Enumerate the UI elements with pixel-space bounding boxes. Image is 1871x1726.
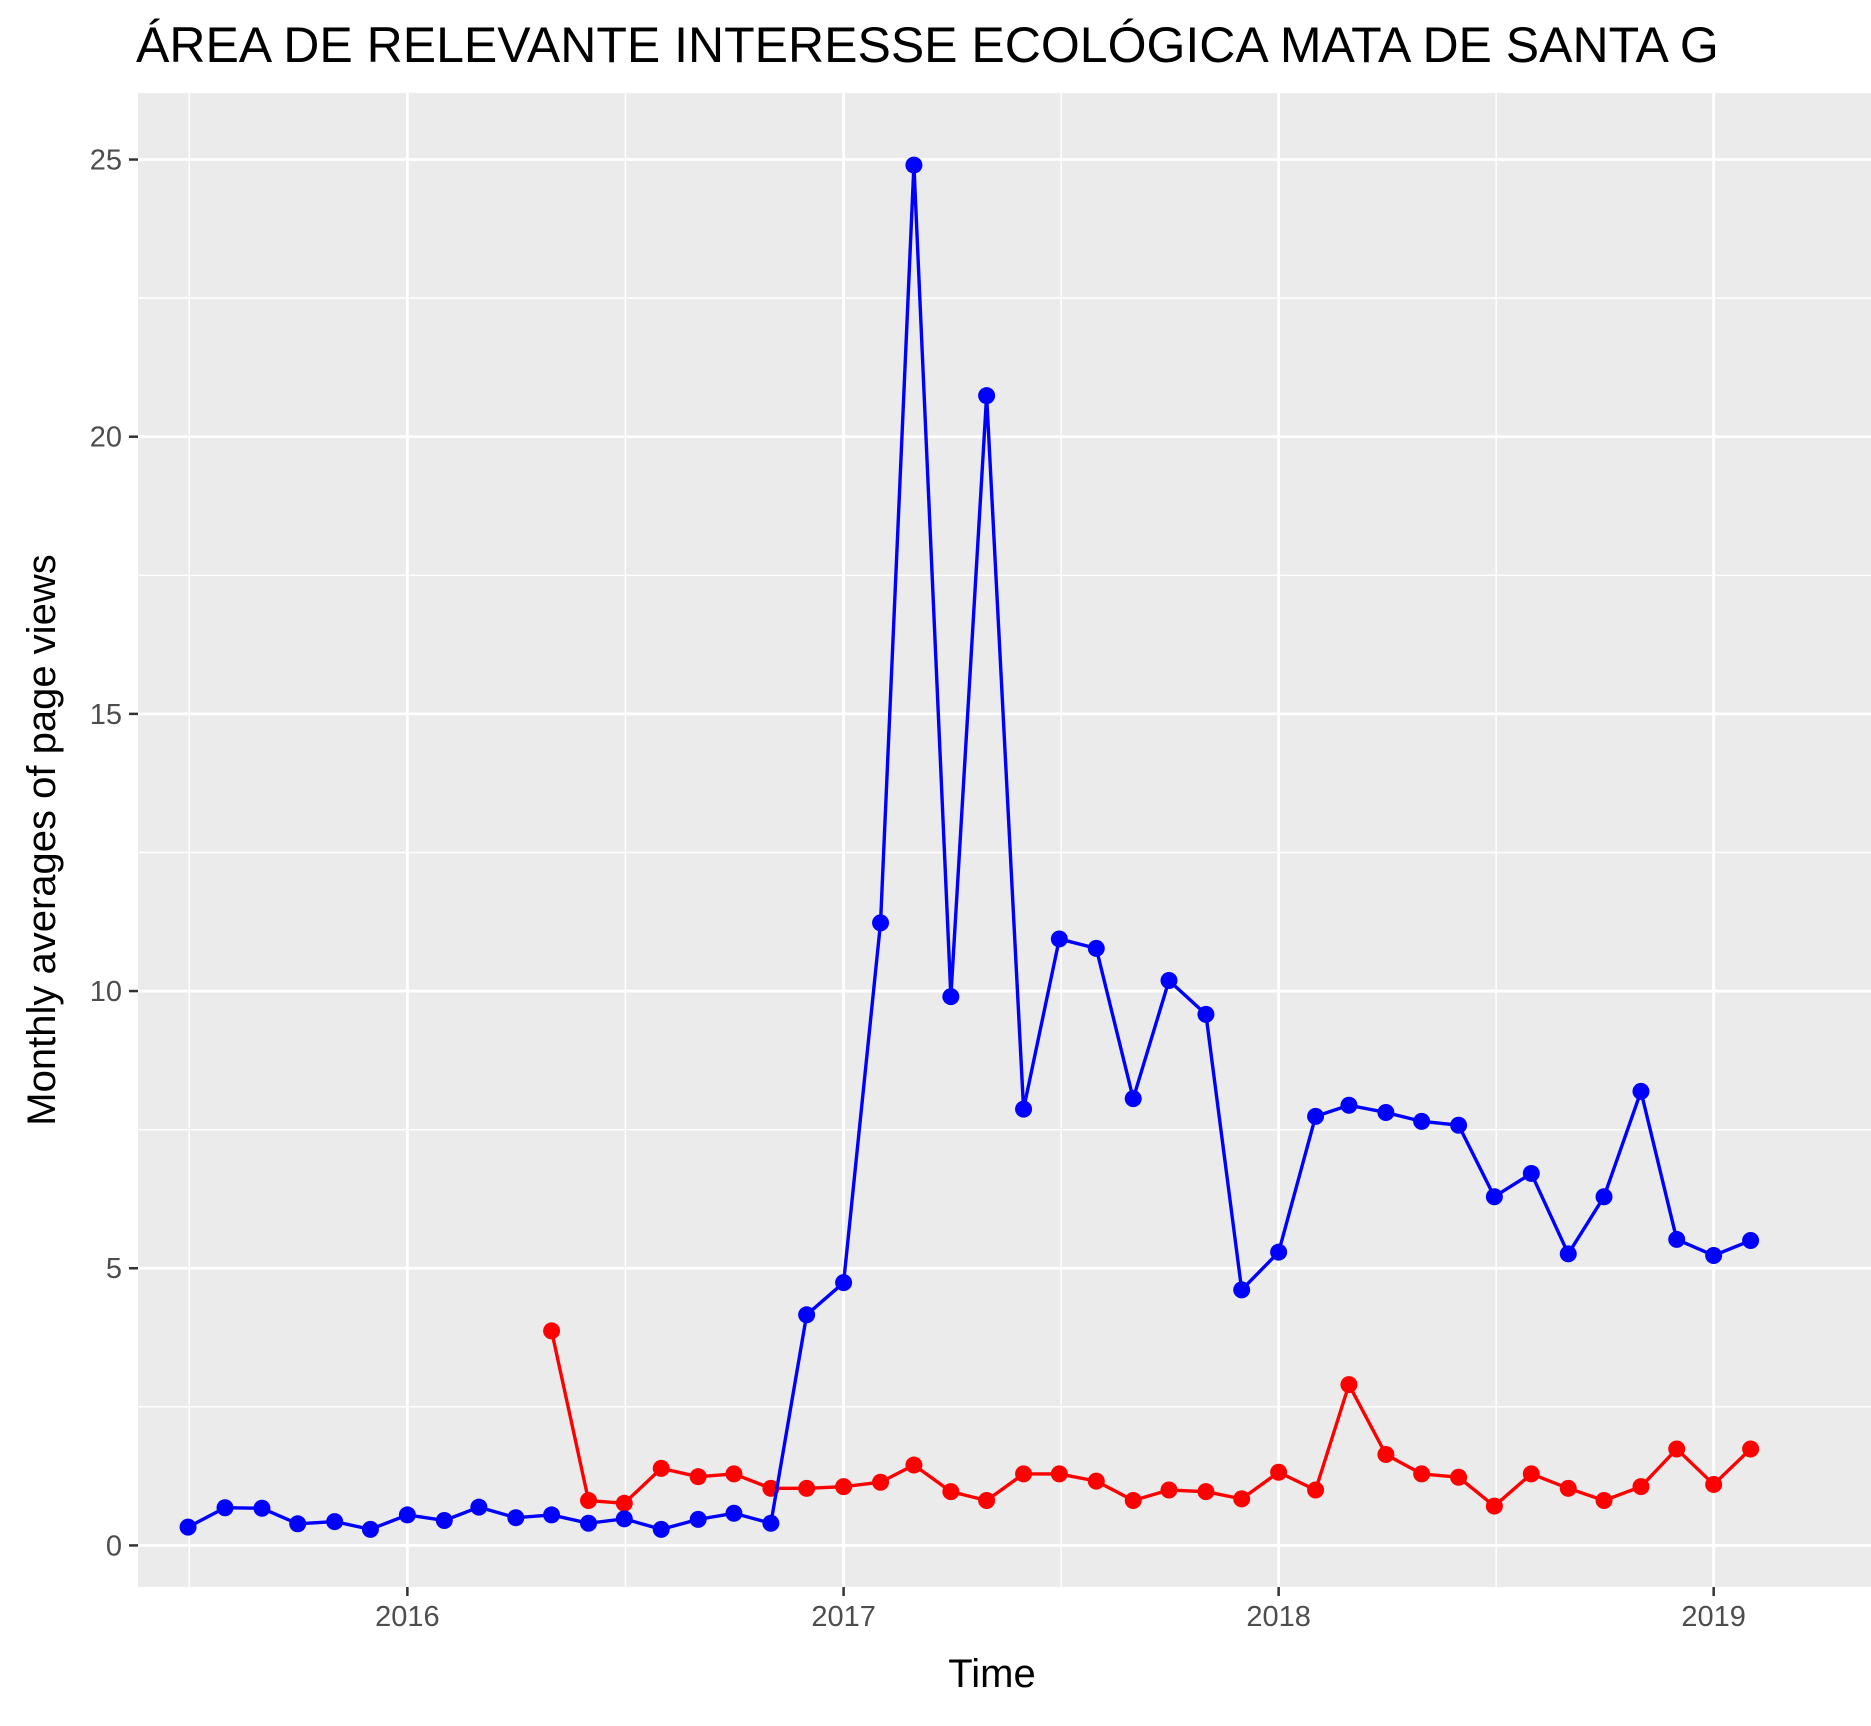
data-point [1124,1090,1142,1108]
data-point [1485,1188,1503,1206]
data-point [1632,1478,1650,1496]
data-point [216,1499,234,1517]
data-point [1668,1230,1686,1248]
data-point [1340,1096,1358,1114]
x-tick-label: 2019 [1681,1601,1746,1633]
y-tick-label: 10 [90,976,122,1008]
data-point [689,1510,707,1528]
y-tick-label: 25 [90,145,122,177]
data-point [1307,1107,1325,1125]
data-point [798,1306,816,1324]
data-point [1270,1243,1288,1261]
data-point [1307,1481,1325,1499]
data-point [1050,930,1068,948]
data-point [835,1274,853,1292]
data-point [1668,1440,1686,1458]
data-point [798,1479,816,1497]
data-point [1450,1468,1468,1486]
data-point [1233,1490,1251,1508]
data-point [905,156,923,174]
data-point [1015,1100,1033,1118]
y-axis-title: Monthly averages of page views [20,554,64,1125]
x-axis-title: Time [948,1652,1035,1696]
data-point [361,1520,379,1538]
series-line [549,1330,1752,1508]
series-red [543,1322,1760,1515]
data-point [179,1518,197,1536]
data-point [326,1513,344,1531]
x-tick-label: 2017 [811,1601,876,1633]
data-point [1160,972,1178,990]
data-point [652,1520,670,1538]
data-point [689,1468,707,1486]
data-point [652,1459,670,1477]
data-point [1595,1492,1613,1510]
y-tick-label: 5 [106,1253,122,1285]
data-point [1632,1082,1650,1100]
y-tick-label: 20 [90,422,122,454]
data-point [580,1514,598,1532]
data-point [978,1492,996,1510]
data-point [905,1456,923,1474]
data-point [762,1514,780,1532]
data-point [1340,1376,1358,1394]
data-point [1087,1472,1105,1490]
data-point [942,1483,960,1501]
data-point [1559,1245,1577,1263]
data-point [615,1494,633,1512]
data-point [1377,1446,1395,1464]
data-point [1197,1005,1215,1023]
data-point [1450,1116,1468,1134]
data-point [1559,1479,1577,1497]
data-point [1522,1164,1540,1182]
data-point [1742,1232,1760,1250]
data-point [1485,1497,1503,1515]
data-point [1377,1103,1395,1121]
series-layer [179,156,1760,1538]
data-point [942,988,960,1006]
data-point [1595,1188,1613,1206]
data-point [1087,939,1105,957]
data-point [398,1506,416,1524]
data-point [978,387,996,405]
plot-panel [138,93,1871,1587]
minor-gridlines [138,93,1871,1587]
data-point [872,914,890,932]
data-point [725,1465,743,1483]
x-tick-label: 2016 [375,1601,440,1633]
data-point [435,1511,453,1529]
data-point [1413,1112,1431,1130]
data-point [253,1499,271,1517]
data-point [835,1478,853,1496]
data-point [725,1504,743,1522]
data-point [615,1510,633,1528]
data-point [1742,1440,1760,1458]
y-tick-label: 0 [106,1530,122,1562]
data-point [289,1515,307,1533]
data-point [1050,1465,1068,1483]
series-blue [179,156,1760,1538]
data-point [1124,1492,1142,1510]
axes: 0 5 10 15 20 25 2016 2017 2018 2019 [90,145,1746,1633]
data-point [1705,1475,1723,1493]
data-point [470,1498,488,1516]
data-point [1270,1463,1288,1481]
y-tick-label: 15 [90,699,122,731]
data-point [507,1509,525,1527]
data-point [1233,1281,1251,1299]
data-point [543,1322,561,1340]
data-point [1413,1465,1431,1483]
data-point [543,1506,561,1524]
data-point [1522,1465,1540,1483]
data-point [1705,1246,1723,1264]
data-point [1160,1481,1178,1499]
data-point [580,1492,598,1510]
x-tick-label: 2018 [1246,1601,1311,1633]
data-point [1015,1465,1033,1483]
chart-title: ÁREA DE RELEVANTE INTERESSE ECOLÓGICA MA… [136,17,1719,73]
data-point [1197,1483,1215,1501]
data-point [872,1473,890,1491]
